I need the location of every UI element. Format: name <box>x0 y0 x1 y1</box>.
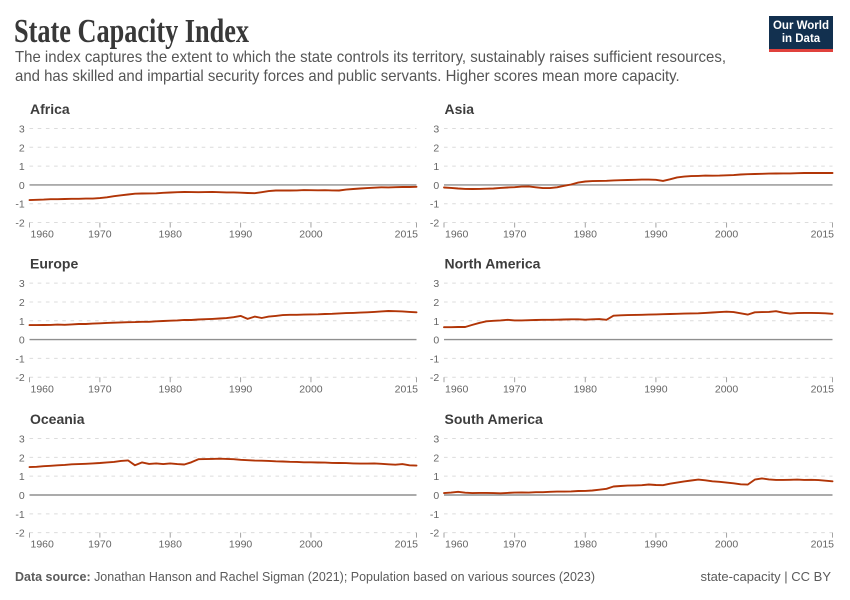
svg-text:-2: -2 <box>430 218 439 230</box>
svg-text:-1: -1 <box>15 353 24 365</box>
svg-text:1980: 1980 <box>574 229 598 241</box>
svg-text:1960: 1960 <box>445 539 469 551</box>
svg-text:2015: 2015 <box>811 383 835 395</box>
svg-text:North America: North America <box>445 256 541 272</box>
svg-text:1970: 1970 <box>88 383 112 395</box>
svg-text:1970: 1970 <box>88 539 112 551</box>
svg-text:1960: 1960 <box>445 383 469 395</box>
svg-text:-2: -2 <box>430 528 439 540</box>
svg-text:1980: 1980 <box>159 383 183 395</box>
svg-text:Oceania: Oceania <box>30 411 85 427</box>
svg-text:2: 2 <box>19 297 25 309</box>
svg-text:-2: -2 <box>430 372 439 384</box>
svg-text:-1: -1 <box>430 353 439 365</box>
svg-text:1990: 1990 <box>229 539 253 551</box>
svg-text:1990: 1990 <box>229 229 253 241</box>
svg-text:1: 1 <box>19 471 25 483</box>
svg-text:0: 0 <box>19 335 25 347</box>
svg-text:South America: South America <box>445 411 543 427</box>
svg-text:1: 1 <box>19 316 25 328</box>
svg-text:0: 0 <box>19 490 25 502</box>
svg-text:2: 2 <box>19 452 25 464</box>
svg-text:1990: 1990 <box>644 229 668 241</box>
svg-text:1970: 1970 <box>503 383 527 395</box>
svg-text:1980: 1980 <box>574 539 598 551</box>
svg-text:2000: 2000 <box>715 383 739 395</box>
svg-text:0: 0 <box>433 490 439 502</box>
svg-text:1960: 1960 <box>31 539 55 551</box>
svg-text:0: 0 <box>433 180 439 192</box>
svg-text:2015: 2015 <box>395 383 419 395</box>
svg-text:0: 0 <box>433 335 439 347</box>
svg-text:1: 1 <box>433 161 439 173</box>
svg-text:Asia: Asia <box>445 101 475 117</box>
svg-text:-1: -1 <box>15 509 24 521</box>
svg-text:1960: 1960 <box>445 229 469 241</box>
svg-text:2: 2 <box>433 452 439 464</box>
svg-text:-1: -1 <box>430 199 439 211</box>
svg-text:2000: 2000 <box>299 229 323 241</box>
svg-text:0: 0 <box>19 180 25 192</box>
svg-text:1990: 1990 <box>644 383 668 395</box>
svg-text:1960: 1960 <box>31 229 55 241</box>
svg-text:2000: 2000 <box>715 539 739 551</box>
svg-text:1: 1 <box>433 316 439 328</box>
svg-text:2000: 2000 <box>715 229 739 241</box>
svg-text:-1: -1 <box>430 509 439 521</box>
svg-text:2000: 2000 <box>299 383 323 395</box>
svg-text:-2: -2 <box>15 528 24 540</box>
svg-text:1990: 1990 <box>644 539 668 551</box>
svg-text:1980: 1980 <box>159 539 183 551</box>
svg-text:1970: 1970 <box>503 229 527 241</box>
svg-text:1990: 1990 <box>229 383 253 395</box>
svg-text:-2: -2 <box>15 218 24 230</box>
svg-text:-1: -1 <box>15 199 24 211</box>
svg-text:1970: 1970 <box>503 539 527 551</box>
svg-text:2015: 2015 <box>395 539 419 551</box>
svg-text:1960: 1960 <box>31 383 55 395</box>
svg-text:1: 1 <box>433 471 439 483</box>
svg-text:2: 2 <box>433 142 439 154</box>
svg-text:2: 2 <box>433 297 439 309</box>
svg-text:3: 3 <box>433 123 439 135</box>
svg-text:2015: 2015 <box>395 229 419 241</box>
svg-text:1980: 1980 <box>159 229 183 241</box>
svg-text:Europe: Europe <box>30 256 78 272</box>
svg-text:1: 1 <box>19 161 25 173</box>
svg-text:Africa: Africa <box>30 101 70 117</box>
svg-text:2015: 2015 <box>811 539 835 551</box>
svg-text:3: 3 <box>19 434 25 446</box>
svg-text:3: 3 <box>19 123 25 135</box>
svg-text:1980: 1980 <box>574 383 598 395</box>
svg-text:2015: 2015 <box>811 229 835 241</box>
svg-text:3: 3 <box>433 434 439 446</box>
svg-text:1970: 1970 <box>88 229 112 241</box>
svg-text:-2: -2 <box>15 372 24 384</box>
svg-text:3: 3 <box>433 278 439 290</box>
svg-text:2000: 2000 <box>299 539 323 551</box>
svg-text:3: 3 <box>19 278 25 290</box>
svg-text:2: 2 <box>19 142 25 154</box>
